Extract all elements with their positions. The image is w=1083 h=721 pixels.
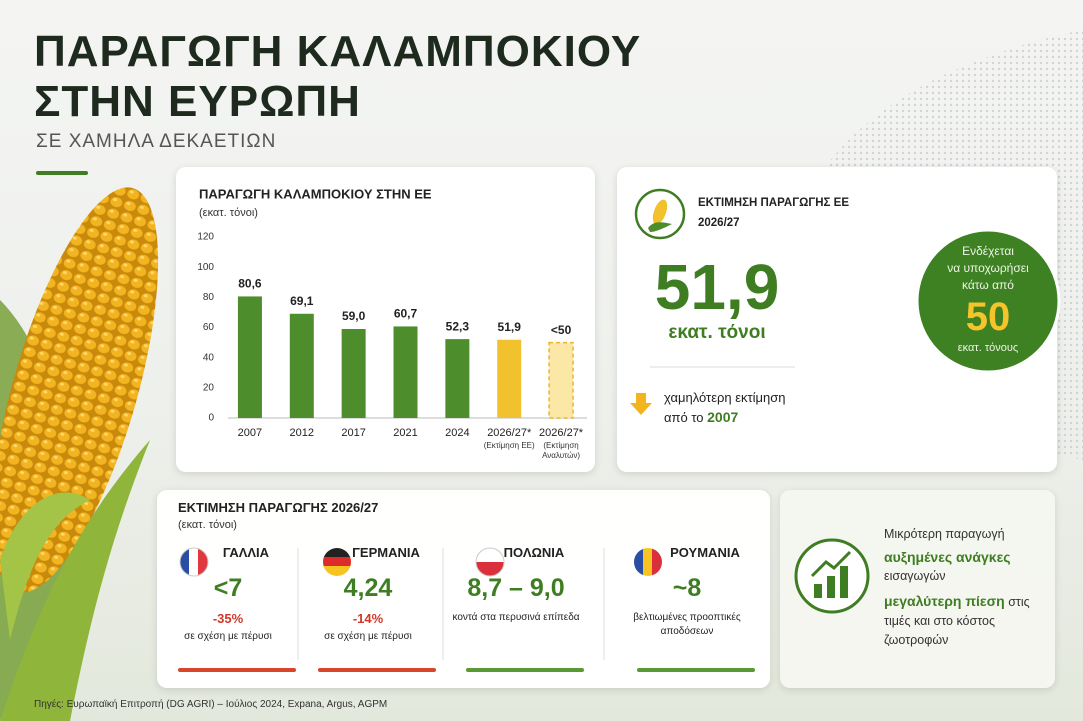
bar — [393, 326, 418, 418]
estimate-year: 2007 — [707, 409, 739, 425]
country-bar — [466, 668, 584, 672]
growth-icon — [814, 584, 822, 598]
growth-icon — [840, 566, 848, 598]
country-name: ΓΕΡΜΑΝΙΑ — [352, 545, 420, 560]
country-bar — [318, 668, 436, 672]
y-tick-label: 40 — [203, 352, 215, 363]
bar — [548, 341, 574, 419]
bar — [445, 339, 470, 418]
country-note: βελτιωμένες προοπτικές αποδόσεων — [633, 612, 741, 637]
callout-line: να υποχωρήσει — [947, 261, 1029, 275]
estimate-unit: εκατ. τόνοι — [668, 322, 766, 343]
subtitle: ΣΕ ΧΑΜΗΛΑ ΔΕΚΑΕΤΙΩΝ — [36, 131, 277, 152]
callout-text: Ενδέχεται να υποχωρήσει κάτω από 50 εκατ… — [917, 243, 1059, 357]
leaf — [0, 492, 90, 640]
impact-line: εισαγωγών — [884, 569, 946, 583]
countries-title: ΕΚΤΙΜΗΣΗ ΠΑΡΑΓΩΓΗΣ 2026/27 — [178, 500, 379, 515]
callout-line: κάτω από — [962, 278, 1014, 292]
country-change: -35% — [212, 611, 244, 626]
country-value: 4,24 — [343, 574, 393, 602]
x-tick-label: 2017 — [341, 427, 365, 439]
value-label: 51,9 — [498, 320, 522, 334]
bar — [289, 313, 314, 418]
estimate-value: 51,9 — [654, 251, 780, 323]
countries-card — [157, 490, 770, 688]
y-tick-label: 60 — [203, 322, 215, 333]
country-name: ΡΟΥΜΑΝΙΑ — [670, 545, 740, 560]
leaf — [0, 440, 150, 721]
growth-icon — [810, 550, 852, 578]
title: ΠΑΡΑΓΩΓΗ ΚΑΛΑΜΠΟΚΙΟΥ — [34, 27, 642, 76]
country-value: ~8 — [672, 574, 702, 602]
country-note: σε σχέση με πέρυσι — [184, 631, 272, 642]
x-tick-label: 2021 — [393, 427, 417, 439]
title: ΣΤΗΝ ΕΥΡΩΠΗ — [34, 77, 361, 126]
accent-bar — [36, 171, 88, 175]
impact-line: στις τιμές και στο κόστος ζωοτροφών — [884, 595, 1030, 647]
y-tick-label: 0 — [208, 413, 214, 424]
estimate-note: από το — [664, 410, 704, 425]
callout-circle — [915, 228, 1061, 374]
impact-line: Μικρότερη παραγωγή — [884, 527, 1005, 541]
country-bar — [178, 668, 296, 672]
country-bar — [637, 668, 755, 672]
corn-icon — [648, 222, 672, 232]
country-note: κοντά στα περυσινά επίπεδα — [452, 612, 580, 623]
country: ΓΑΛΛΙΑ <7 -35% σε σχέση με πέρυσι — [158, 545, 298, 644]
value-label: <50 — [551, 323, 572, 337]
country-name: ΠΟΛΩΝΙΑ — [503, 545, 565, 560]
estimate-note: από το 2007 — [664, 409, 738, 425]
x-tick-note: (Εκτίμηση Αναλυτών) — [542, 441, 581, 460]
country-name: ΓΑΛΛΙΑ — [222, 545, 270, 560]
flag-romania — [634, 548, 662, 576]
callout-line: Ενδέχεται — [962, 244, 1014, 258]
bar — [237, 296, 262, 418]
country: ΡΟΥΜΑΝΙΑ ~8 βελτιωμένες προοπτικές αποδόσε… — [617, 545, 757, 639]
value-label: 60,7 — [394, 307, 418, 321]
chart-title: ΠΑΡΑΓΩΓΗ ΚΑΛΑΜΠΟΚΙΟΥ ΣΤΗΝ ΕΕ — [199, 186, 432, 201]
y-tick-label: 20 — [203, 382, 215, 393]
country-note: σε σχέση με πέρυσι — [324, 631, 412, 642]
estimate-note: χαμηλότερη εκτίμηση — [664, 390, 786, 405]
y-tick-label: 120 — [197, 232, 214, 243]
footer: Πηγές: Ευρωπαϊκή Επιτροπή (DG AGRI) – Ιο… — [34, 699, 388, 710]
estimate-title: 2026/27 — [698, 217, 740, 229]
value-label: 69,1 — [290, 294, 314, 308]
country-change: -14% — [352, 611, 384, 626]
callout-unit: εκατ. τόνους — [957, 342, 1019, 354]
impact-bold: αυξημένες ανάγκες — [884, 549, 1011, 565]
flag-france — [179, 547, 209, 577]
country: ΠΟΛΩΝΙΑ 8,7 – 9,0 κοντά στα περυσινά επίπε… — [446, 545, 586, 625]
x-tick-note: (Εκτίμηση ΕΕ) — [483, 441, 535, 450]
y-tick-label: 80 — [203, 292, 215, 303]
flag-poland — [475, 547, 505, 577]
chart-unit: (εκατ. τόνοι) — [199, 207, 258, 219]
down-arrow — [630, 393, 652, 415]
value-label: 80,6 — [238, 277, 262, 291]
growth-icon — [827, 576, 835, 598]
country-value: 8,7 – 9,0 — [467, 574, 565, 602]
x-tick-label: 2012 — [290, 427, 314, 439]
bar — [341, 329, 366, 418]
x-tick-label: 2026/27* — [539, 427, 584, 439]
x-tick-label: 2007 — [238, 427, 262, 439]
value-label: 52,3 — [446, 319, 470, 333]
callout-value: 50 — [965, 295, 1011, 339]
y-tick-label: 100 — [197, 262, 214, 273]
bar — [497, 339, 522, 418]
x-tick-label: 2026/27* — [487, 427, 532, 439]
corn-cob — [0, 187, 159, 593]
value-label: 59,0 — [342, 309, 366, 323]
estimate-title: ΕΚΤΙΜΗΣΗ ΠΑΡΑΓΩΓΗΣ ΕΕ — [698, 197, 849, 209]
countries-unit: (εκατ. τόνοι) — [178, 519, 237, 531]
flag-germany — [323, 548, 351, 576]
country-value: <7 — [213, 574, 243, 602]
corn-icon — [652, 199, 668, 225]
impact-bold: μεγαλύτερη πίεση — [884, 593, 1005, 609]
country: ΓΕΡΜΑΝΙΑ 4,24 -14% σε σχέση με πέρυσι — [298, 545, 438, 644]
impact-text: Μικρότερη παραγωγή αυξημένες ανάγκες εισ… — [884, 525, 1054, 650]
x-tick-label: 2024 — [445, 427, 469, 439]
